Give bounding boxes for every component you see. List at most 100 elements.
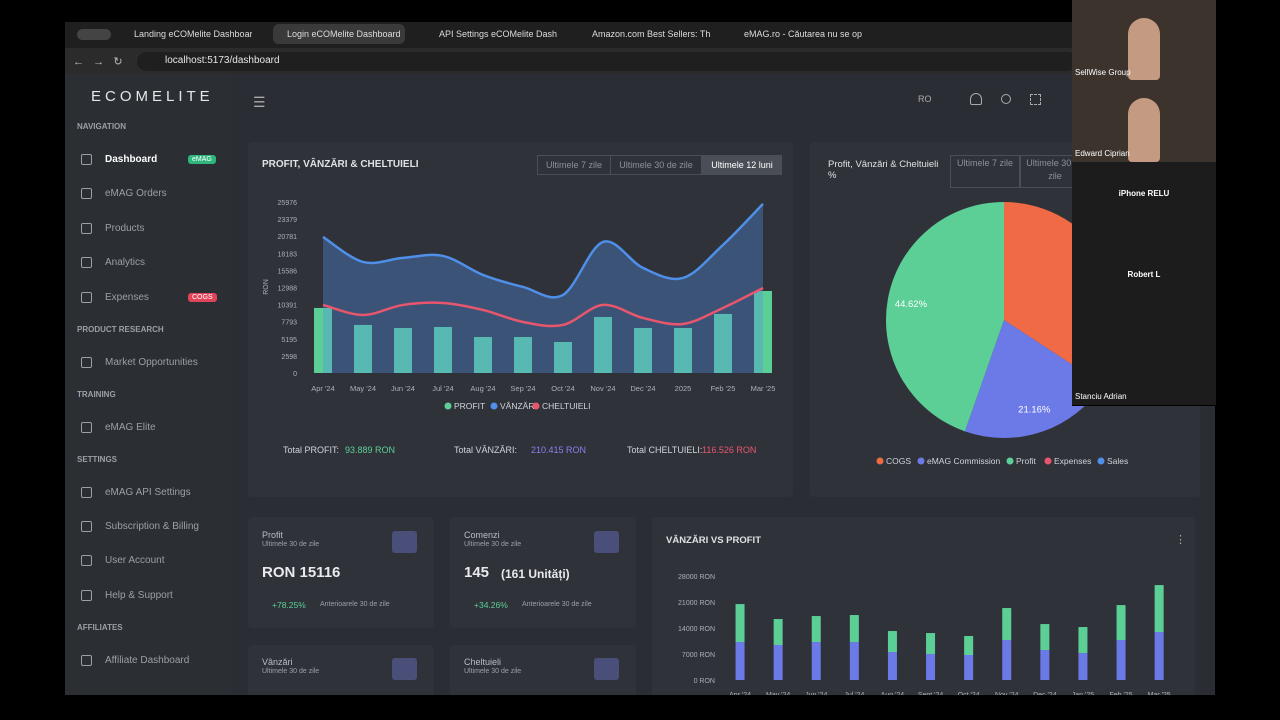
bar-segment xyxy=(849,642,859,680)
legend-dot xyxy=(444,402,452,410)
stat-title: Comenzi xyxy=(464,530,500,540)
bar-segment xyxy=(964,655,974,680)
chart-title: Profit, Vânzări & Cheltuieli % xyxy=(828,159,939,181)
chart-title: PROFIT, VÂNZĂRI & CHELTUIELI xyxy=(262,159,419,170)
nav-icon xyxy=(81,521,92,532)
legend-label: CHELTUIELI xyxy=(542,401,591,411)
total-value: 93.889 RON xyxy=(345,445,396,455)
participant-name: Edward Ciprian xyxy=(1075,149,1130,158)
bar-segment xyxy=(887,631,897,653)
bar-segment xyxy=(811,642,821,680)
line xyxy=(322,286,764,328)
x-tick-label: Nov '24 xyxy=(995,692,1019,699)
x-tick-label: Aug '24 xyxy=(881,692,905,699)
nav-item[interactable]: Subscription & Billing xyxy=(105,521,199,532)
nav-section-title: NAVIGATION xyxy=(77,122,127,131)
stat-change: +34.26% xyxy=(474,600,508,610)
nav-item[interactable]: User Account xyxy=(105,555,165,567)
x-tick-label: Jul '24 xyxy=(432,384,453,393)
nav-icon xyxy=(81,257,92,269)
x-tick-label: Apr '24 xyxy=(729,692,751,699)
stat-change: +78.25% xyxy=(272,600,306,610)
tab[interactable]: Landing eCOMelite Dashboard xyxy=(134,29,252,39)
y-tick-label: 2598 xyxy=(281,354,297,361)
y-tick-label: 12988 xyxy=(278,286,298,293)
nav-item[interactable]: eMAG Orders xyxy=(105,188,167,200)
theme-icon[interactable] xyxy=(1001,94,1011,104)
nav-item[interactable]: Market Opportunities xyxy=(105,356,198,368)
menu-toggle[interactable]: ☰ xyxy=(253,94,266,110)
more-menu[interactable]: ⋮ xyxy=(1175,534,1186,546)
y-tick-label: 0 RON xyxy=(694,678,715,685)
fullscreen-icon[interactable] xyxy=(1030,94,1041,105)
bar xyxy=(754,290,772,373)
nav-item[interactable]: Expenses xyxy=(105,291,149,303)
filter-button[interactable]: Ultimele 7 zile xyxy=(537,155,611,175)
filter-button[interactable]: Ultimele 30 de zile xyxy=(610,155,702,175)
tab-group[interactable] xyxy=(77,29,111,40)
nav-icon xyxy=(81,356,92,368)
x-tick-label: Mar '25 xyxy=(1148,692,1171,699)
chart-title: VÂNZĂRI VS PROFIT xyxy=(666,535,762,546)
y-tick-label: 28000 RON xyxy=(678,574,715,581)
y-tick-label: 10391 xyxy=(278,303,298,310)
bar-segment xyxy=(773,619,783,646)
stat-period: Ultimele 30 de zile xyxy=(464,668,522,675)
nav-section-title: TRAINING xyxy=(77,389,116,399)
video-tile xyxy=(1072,324,1216,406)
participant-name: iPhone RELU xyxy=(1118,188,1170,198)
bell-icon[interactable] xyxy=(970,93,982,105)
y-tick-label: 5195 xyxy=(281,337,297,344)
bar xyxy=(354,324,372,373)
x-tick-label: May '24 xyxy=(350,384,376,393)
x-tick-label: Apr '24 xyxy=(311,384,335,393)
nav-arrows[interactable]: ← → ↻ xyxy=(73,56,123,68)
stat-compare: Anterioarele 30 de zile xyxy=(522,601,592,608)
y-tick-label: 18183 xyxy=(278,251,298,258)
stat-period: Ultimele 30 de zile xyxy=(262,668,320,675)
x-tick-label: Dec '24 xyxy=(630,384,655,393)
nav-item[interactable]: Affiliate Dashboard xyxy=(105,654,190,666)
y-tick-label: 0 xyxy=(293,371,297,378)
participant-video xyxy=(1128,98,1160,162)
filter-button[interactable]: Ultimele 7 zile xyxy=(950,155,1020,188)
nav-item[interactable]: eMAG Elite xyxy=(105,421,156,433)
nav-item[interactable]: Dashboard xyxy=(105,154,158,165)
bar-segment xyxy=(1116,640,1126,680)
legend-dot xyxy=(490,402,498,410)
x-tick-label: Jan '25 xyxy=(1072,692,1094,699)
stat-extra: (161 Unități) xyxy=(501,567,570,581)
tab[interactable]: API Settings eCOMelite Dashb xyxy=(439,29,557,39)
profit-card xyxy=(248,142,793,497)
nav-item[interactable]: eMAG API Settings xyxy=(105,486,191,498)
bar-segment xyxy=(1002,640,1012,680)
nav-section-title: PRODUCT RESEARCH xyxy=(77,324,164,334)
tab[interactable]: Amazon.com Best Sellers: Th xyxy=(592,29,710,39)
pie-slice xyxy=(964,320,1103,438)
tab[interactable]: Login eCOMelite Dashboard xyxy=(273,24,405,44)
legend-label: COGS xyxy=(886,456,911,466)
bar-segment xyxy=(1040,624,1050,651)
tab[interactable]: eMAG.ro - Căutarea nu se op xyxy=(744,29,862,39)
participant-name: Stanciu Adrian xyxy=(1075,392,1127,401)
x-tick-label: Feb '25 xyxy=(1109,692,1132,699)
nav-icon xyxy=(81,154,92,165)
nav-item[interactable]: Help & Support xyxy=(105,589,173,601)
bar-segment xyxy=(926,633,936,654)
bar xyxy=(514,336,532,373)
url-box[interactable] xyxy=(137,52,1077,71)
y-tick-label: 14000 RON xyxy=(678,626,715,633)
x-tick-label: Feb '25 xyxy=(711,384,736,393)
legend-dot xyxy=(532,402,540,410)
bar-segment xyxy=(926,654,936,680)
language[interactable]: RO xyxy=(918,94,932,104)
nav-section-title: AFFILIATES xyxy=(77,622,123,632)
video-tile xyxy=(1072,162,1216,244)
nav-item[interactable]: Analytics xyxy=(105,257,146,269)
total-value: 116.526 RON xyxy=(702,445,757,455)
nav-badge: COGS xyxy=(188,292,217,302)
nav-item[interactable]: Products xyxy=(105,222,145,234)
filter-button[interactable]: Ultimele 12 luni xyxy=(702,155,782,175)
y-tick-label: 7793 xyxy=(281,320,297,327)
bar-segment xyxy=(964,636,974,656)
